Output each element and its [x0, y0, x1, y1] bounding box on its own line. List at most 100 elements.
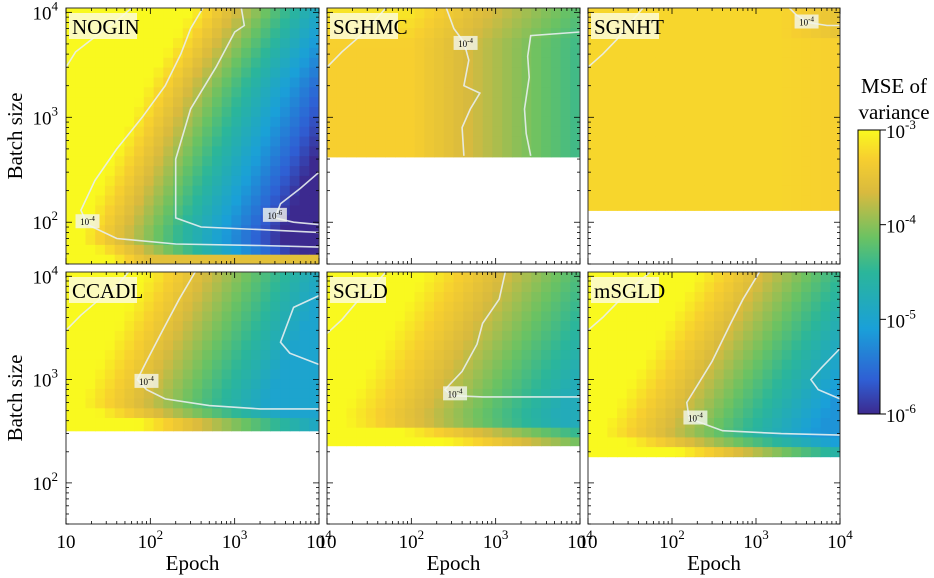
heatmap-cell [309, 310, 319, 322]
contour-label-bg [794, 14, 819, 29]
heatmap-cell [289, 291, 301, 302]
heatmap-cell [182, 185, 194, 196]
heatmap-cell [85, 195, 96, 206]
heatmap-cell [134, 214, 145, 226]
heatmap-cell [453, 76, 464, 88]
heatmap-cell [714, 126, 725, 137]
heatmap-cell [153, 96, 164, 107]
heatmap-cell [182, 368, 194, 380]
heatmap-cell [202, 8, 213, 19]
heatmap-cell [443, 291, 455, 302]
heatmap-cell [221, 310, 232, 322]
heatmap-cell [791, 145, 802, 157]
heatmap-cell [280, 37, 291, 48]
heatmap-cell [636, 359, 647, 370]
heatmap-cell [124, 330, 135, 341]
heatmap-cell [212, 244, 223, 255]
heatmap-cell [260, 272, 271, 283]
heatmap-cell [830, 57, 840, 68]
heatmap-cell [114, 155, 125, 167]
heatmap-cell [95, 96, 106, 107]
heatmap-cell [414, 116, 425, 127]
heatmap-cell [385, 436, 396, 447]
heatmap-cell [212, 126, 223, 137]
heatmap-cell [531, 349, 542, 360]
heatmap-cell [75, 320, 86, 331]
x-axis-label: Epoch [166, 551, 220, 575]
heatmap-cell [704, 67, 715, 78]
heatmap-cell [182, 136, 194, 147]
heatmap-cell [231, 27, 242, 39]
heatmap-cell [453, 8, 464, 19]
heatmap-cell [521, 339, 532, 351]
heatmap-cell [143, 8, 155, 19]
heatmap-cell [104, 67, 116, 78]
heatmap-cell [289, 310, 301, 322]
heatmap-cell [356, 417, 367, 428]
heatmap-cell [607, 368, 618, 380]
heatmap-cell [684, 155, 696, 167]
heatmap-cell [704, 272, 715, 283]
x-tick-label: 102 [399, 527, 425, 553]
heatmap-cell [781, 368, 793, 380]
heatmap-cell [356, 349, 367, 360]
heatmap-cell [270, 427, 281, 432]
heatmap-cell [221, 339, 232, 351]
heatmap-cell [560, 67, 571, 78]
heatmap-cell [482, 136, 493, 147]
heatmap-cell [163, 47, 174, 58]
heatmap-cell [202, 339, 213, 351]
heatmap-cell [463, 8, 474, 19]
heatmap-cell [299, 76, 310, 88]
heatmap-cell [743, 155, 754, 167]
heatmap-cell [617, 398, 628, 409]
heatmap-cell [270, 417, 281, 428]
heatmap-cell [675, 106, 686, 117]
heatmap-cell [694, 281, 705, 292]
heatmap-cell [791, 398, 802, 409]
heatmap-cell [250, 254, 262, 264]
heatmap-cell [173, 8, 184, 19]
heatmap-cell [404, 301, 416, 312]
heatmap-cell [241, 76, 252, 88]
heatmap-cell [772, 155, 783, 167]
heatmap-cell [492, 330, 503, 341]
heatmap-cell [714, 155, 725, 167]
heatmap-cell [202, 145, 213, 157]
heatmap-cell [521, 67, 532, 78]
heatmap-cell [772, 67, 783, 78]
heatmap-cell [66, 175, 77, 186]
heatmap-cell [124, 407, 135, 418]
heatmap-cell [280, 86, 291, 98]
heatmap-cell [124, 310, 135, 322]
heatmap-cell [762, 86, 773, 98]
heatmap-cell [414, 17, 425, 29]
heatmap-cell [163, 349, 174, 360]
heatmap-cell [801, 37, 812, 48]
heatmap-cell [327, 368, 338, 380]
heatmap-cell [588, 301, 599, 312]
heatmap-cell [714, 67, 725, 78]
heatmap-cell [289, 57, 301, 68]
heatmap-cell [830, 8, 840, 19]
heatmap-cell [502, 106, 513, 117]
heatmap-cell [521, 47, 532, 58]
heatmap-cell [395, 349, 406, 360]
heatmap-cell [75, 388, 86, 399]
heatmap-cell [153, 76, 164, 88]
heatmap-cell [550, 281, 562, 292]
heatmap-cell [414, 27, 425, 39]
heatmap-cell [830, 195, 840, 206]
heatmap-cell [66, 145, 77, 157]
heatmap-cell [607, 378, 618, 389]
heatmap-cell [336, 76, 347, 88]
heatmap-cell [434, 388, 445, 399]
heatmap-cell [346, 155, 357, 158]
heatmap-cell [280, 155, 291, 167]
heatmap-cell [85, 155, 96, 167]
heatmap-cell [280, 378, 291, 389]
heatmap-cell [260, 398, 271, 409]
heatmap-cell [626, 446, 638, 457]
heatmap-cell [801, 185, 812, 196]
heatmap-cell [646, 204, 657, 211]
